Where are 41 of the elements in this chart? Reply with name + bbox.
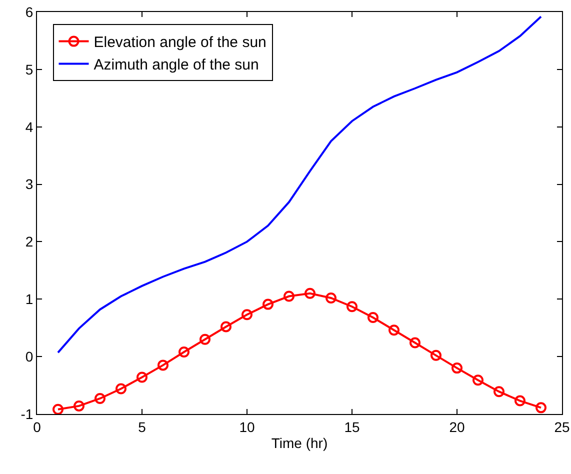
y-tick-label: 0	[25, 348, 34, 364]
point	[346, 301, 358, 312]
point	[368, 312, 378, 324]
point	[326, 292, 336, 304]
x-tick-label: 25	[554, 418, 570, 435]
legend-label: Elevation angle of the sun	[94, 34, 266, 52]
point	[388, 324, 400, 336]
point	[242, 309, 252, 320]
x-tick-label: 15	[344, 418, 360, 435]
y-tick-label: 5	[25, 61, 34, 78]
point	[52, 404, 64, 414]
point	[452, 362, 462, 374]
y-tick-label: 4	[25, 118, 34, 135]
point	[410, 337, 420, 348]
point	[536, 402, 546, 414]
y-tick-label: 6	[25, 4, 34, 20]
point	[158, 360, 168, 371]
point	[116, 383, 126, 394]
point	[262, 298, 274, 310]
point	[136, 372, 148, 383]
point	[200, 334, 210, 345]
point	[74, 400, 84, 412]
y-tick-label: -1	[20, 406, 34, 422]
point	[430, 350, 442, 361]
x-tick-label: 10	[239, 418, 255, 435]
point	[304, 288, 316, 299]
point	[494, 386, 504, 398]
y-tick-label: 2	[25, 234, 34, 250]
line-series	[57, 16, 542, 354]
point	[178, 346, 190, 358]
x-axis-title: Time (hr)	[271, 435, 328, 452]
y-tick-label: 3	[25, 176, 34, 192]
point	[94, 392, 106, 404]
point	[284, 290, 294, 302]
y-tick-label: 1	[25, 291, 34, 308]
point	[514, 395, 526, 406]
x-tick-label: 5	[138, 418, 146, 435]
point	[220, 321, 232, 332]
point	[472, 374, 484, 386]
legend-label: Azimuth angle of the sun	[94, 56, 259, 74]
x-tick-label: 20	[449, 418, 465, 435]
